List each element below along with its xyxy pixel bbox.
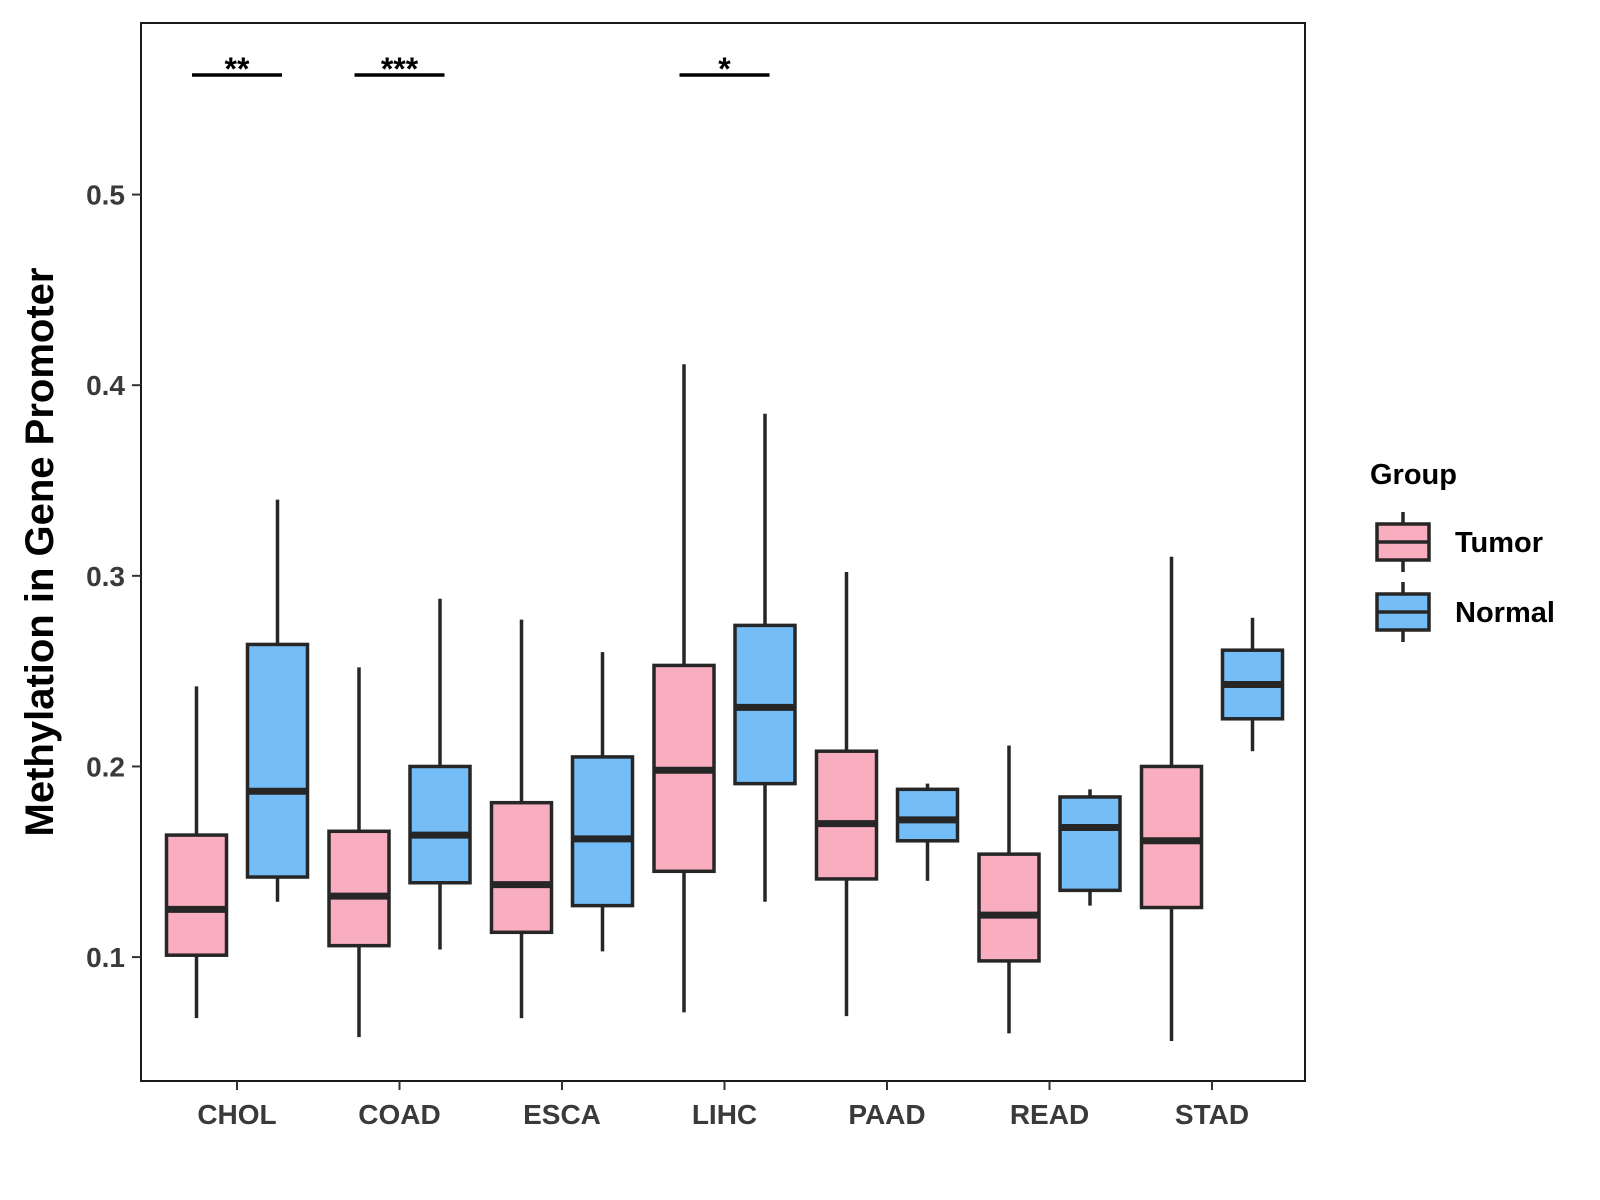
- box-normal-stad: [1220, 617, 1285, 752]
- box-body: [408, 764, 472, 885]
- significance-label: ***: [381, 51, 419, 87]
- box-body: [977, 852, 1041, 963]
- box-body: [895, 787, 960, 843]
- box-body: [245, 642, 310, 879]
- box-normal-lihc: [733, 413, 797, 902]
- box-body: [1139, 764, 1204, 910]
- x-tick-label-esca: ESCA: [523, 1099, 601, 1130]
- x-tick-label-chol: CHOL: [197, 1099, 276, 1130]
- box-body: [489, 800, 554, 935]
- box-tumor-stad: [1139, 556, 1204, 1041]
- box-normal-chol: [245, 499, 310, 902]
- y-axis: 0.1 0.2 0.3 0.4 0.5: [86, 180, 141, 973]
- significance-annotations: ** *** *: [192, 51, 770, 87]
- box-series: [164, 364, 1285, 1041]
- y-tick-label: 0.3: [86, 561, 125, 592]
- significance-label: *: [718, 51, 731, 87]
- significance-lihc: *: [679, 51, 770, 87]
- box-body: [1058, 795, 1122, 893]
- legend-title: Group: [1370, 459, 1457, 491]
- y-tick-label: 0.5: [86, 180, 125, 211]
- x-tick-label-paad: PAAD: [848, 1099, 925, 1130]
- legend: Group Tumor Normal: [1370, 459, 1555, 642]
- x-tick-label-lihc: LIHC: [692, 1099, 757, 1130]
- box-body: [814, 749, 879, 881]
- box-tumor-esca: [489, 619, 554, 1019]
- y-tick-label: 0.1: [86, 942, 125, 973]
- x-tick-label-coad: COAD: [358, 1099, 440, 1130]
- legend-entry-tumor: Tumor: [1375, 512, 1543, 572]
- y-tick-label: 0.4: [86, 370, 125, 401]
- x-tick-label-read: READ: [1010, 1099, 1089, 1130]
- x-axis: CHOL COAD ESCA LIHC PAAD READ STAD: [197, 1081, 1249, 1130]
- box-body: [164, 833, 229, 957]
- plot-panel-border: [140, 22, 1306, 1082]
- box-normal-read: [1058, 789, 1122, 906]
- box-body: [327, 829, 391, 948]
- y-tick-label: 0.2: [86, 751, 125, 782]
- significance-chol: **: [192, 51, 282, 87]
- significance-label: **: [225, 51, 250, 87]
- significance-coad: ***: [354, 51, 445, 87]
- box-tumor-coad: [327, 667, 391, 1038]
- box-normal-coad: [408, 598, 472, 950]
- legend-label: Normal: [1455, 597, 1555, 629]
- box-tumor-read: [977, 745, 1041, 1034]
- box-normal-paad: [895, 783, 960, 881]
- y-axis-title: Methylation in Gene Promoter: [18, 268, 62, 837]
- x-tick-label-stad: STAD: [1175, 1099, 1249, 1130]
- box-tumor-paad: [814, 572, 879, 1017]
- legend-label: Tumor: [1455, 527, 1543, 559]
- box-body: [570, 755, 635, 908]
- box-tumor-lihc: [652, 364, 716, 1013]
- legend-entry-normal: Normal: [1375, 582, 1555, 642]
- box-normal-esca: [570, 652, 635, 952]
- box-tumor-chol: [164, 686, 229, 1019]
